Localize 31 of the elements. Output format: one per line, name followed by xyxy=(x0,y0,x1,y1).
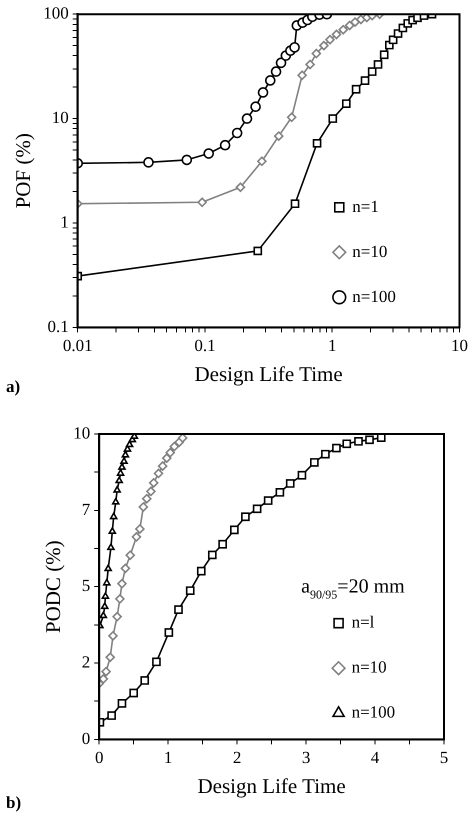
text: b) xyxy=(6,793,22,812)
y-tick-label: 7 xyxy=(82,500,91,519)
text: a) xyxy=(6,377,20,396)
x-tick-label: 0.1 xyxy=(194,336,216,356)
x-axis-title: Design Life Time xyxy=(198,774,346,798)
y-tick-label: 100 xyxy=(43,4,69,23)
legend-label: n=100 xyxy=(352,286,396,306)
x-tick-label: 4 xyxy=(370,748,380,768)
x-tick-label: 3 xyxy=(302,748,310,768)
y-axis-title: POF (%) xyxy=(11,133,36,208)
y-axis-title: PODC (%) xyxy=(41,540,66,634)
x-tick-label: 5 xyxy=(440,748,448,768)
y-tick-label: 10 xyxy=(73,423,90,442)
x-tick-label: 1 xyxy=(328,336,336,356)
x-tick-label: 2 xyxy=(232,748,242,768)
y-tick-label: 5 xyxy=(82,576,90,596)
x-tick-label: 0.01 xyxy=(62,336,93,356)
legend-label: n=1 xyxy=(352,196,379,216)
y-tick-label: 10 xyxy=(52,108,69,128)
legend-label: n=10 xyxy=(352,658,387,677)
y-tick-label: 2 xyxy=(82,652,90,672)
x-tick-label: 1 xyxy=(164,748,172,768)
legend-label: n=100 xyxy=(352,702,396,722)
x-axis-title: Design Life Time xyxy=(194,362,343,386)
y-tick-label: 1 xyxy=(60,212,69,232)
x-tick-label: 0 xyxy=(94,748,104,768)
legend-label: n=l xyxy=(352,612,375,632)
y-tick-label: 0 xyxy=(82,728,90,748)
y-tick-label: 0.1 xyxy=(47,316,69,336)
legend-label: n=10 xyxy=(352,242,388,261)
x-tick-label: 10 xyxy=(451,336,468,356)
